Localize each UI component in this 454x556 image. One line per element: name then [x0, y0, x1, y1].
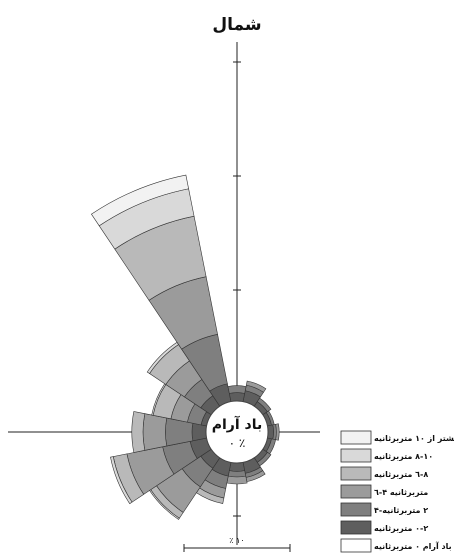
legend-label: ٦-۴ متربرثانیه [374, 488, 428, 497]
legend-swatch [340, 520, 372, 535]
scale-label: ٪ ١٠ [229, 536, 244, 545]
rose-segment [275, 423, 280, 441]
rose-segment [228, 462, 246, 472]
calm-value: ٠ ٪ [229, 436, 246, 450]
legend-label: باد آرام ٠ متربرثانیه [374, 541, 452, 551]
legend: بیشتر از ١٠ متربرثانیه ١٠-٨ متربرثانیه ٨-٦… [340, 430, 454, 553]
calm-label: باد آرام [212, 415, 263, 433]
legend-swatch [340, 502, 372, 517]
chart-title: شمال [212, 15, 261, 35]
rose-segment [110, 456, 133, 505]
rose-segment [227, 470, 247, 478]
rose-segment [245, 380, 267, 393]
rose-segment [256, 397, 272, 413]
rose-segment [228, 392, 246, 402]
legend-label: ١٠-٨ متربرثانیه [374, 452, 433, 461]
rose-segment [91, 174, 189, 227]
legend-swatch [340, 538, 372, 553]
legend-swatch [340, 448, 372, 463]
wind-sectors [91, 174, 280, 520]
legend-label: ۴-٢ متربرثانیه [374, 506, 428, 515]
legend-swatch [340, 466, 372, 481]
rose-segment [131, 411, 146, 453]
rose-segment [191, 422, 207, 442]
rose-segment [226, 475, 248, 485]
legend-label: بیشتر از ١٠ متربرثانیه [374, 434, 454, 443]
scale-bar [183, 544, 291, 552]
rose-segment [227, 385, 247, 394]
legend-swatch [340, 430, 372, 445]
calm-circle [205, 400, 269, 464]
legend-swatch [340, 484, 372, 499]
legend-label: ٢-٠ متربرثانیه [374, 524, 428, 533]
legend-label: ٨-٦ متربرثانیه [374, 470, 428, 479]
rose-segment [142, 413, 168, 451]
